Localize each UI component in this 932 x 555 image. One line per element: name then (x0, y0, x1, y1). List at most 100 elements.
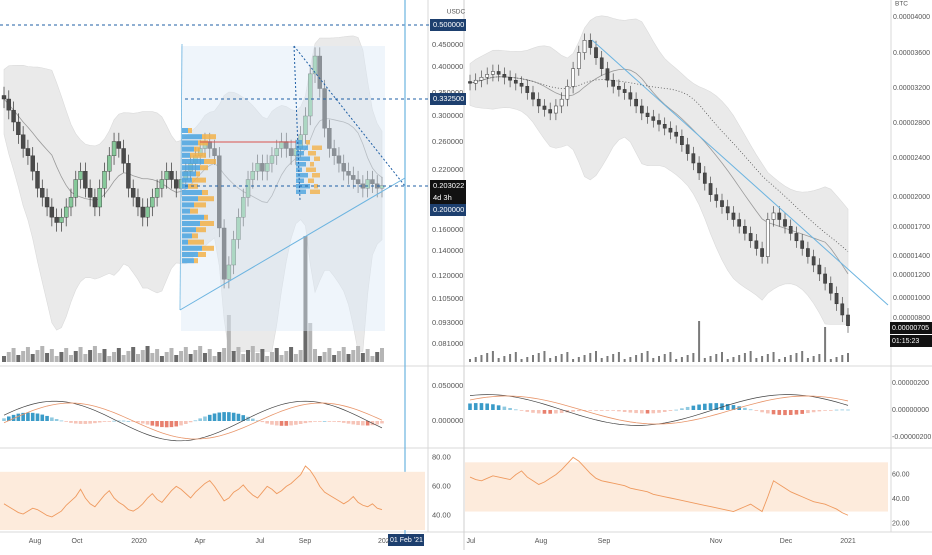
left-hist (203, 416, 207, 421)
right-volume-bar (526, 357, 529, 362)
left-candle-body (20, 134, 26, 149)
left-volume-bar (73, 351, 78, 362)
right-hist (834, 409, 839, 411)
right-hist (766, 410, 770, 414)
left-candle-body (83, 171, 88, 189)
left-volume-bar (327, 348, 332, 362)
right-volume-bar (835, 357, 838, 362)
left-volume-bar (40, 346, 45, 362)
left-volume-bar (2, 356, 6, 362)
left-price-tick: 0.400000 (432, 62, 463, 71)
left-hist (351, 421, 356, 425)
right-candle-body (554, 105, 558, 114)
right-volume-bar (629, 357, 632, 362)
right-volume-bar (749, 351, 752, 362)
right-hist (725, 404, 730, 410)
left-x-tick: Aug (29, 538, 42, 545)
right-candle-body (571, 68, 575, 87)
left-hist (169, 421, 174, 428)
left-hist (327, 421, 332, 422)
right-hist (559, 410, 564, 414)
drawing-overlays[interactable] (0, 0, 889, 540)
left-hist (83, 421, 88, 424)
volume-profile-blue (182, 140, 198, 146)
right-candle-body (611, 79, 616, 87)
right-hist (760, 410, 764, 413)
volume-profile-blue-2 (296, 162, 306, 167)
date-label: 01 Feb '21 (390, 537, 423, 544)
volume-profile-blue (182, 214, 204, 220)
right-volume-bar (692, 353, 695, 362)
right-volume-bar (652, 358, 655, 362)
volume-profile-blue-2 (296, 140, 302, 145)
left-hist (274, 421, 279, 426)
right-hist (588, 410, 593, 411)
left-candle-body (135, 197, 141, 208)
left-hist (184, 421, 188, 424)
volume-profile-blue (182, 227, 196, 233)
left-volume-bar (217, 352, 222, 362)
volume-profile-blue (182, 245, 202, 251)
right-hist (491, 404, 495, 410)
right-candle-body (582, 40, 587, 53)
volume-profile-blue (182, 258, 194, 264)
left-candle-body (351, 175, 356, 180)
left-volume-bar (16, 355, 21, 362)
right-price-tick: 0.00001000 (893, 295, 930, 302)
right-candle-body (657, 120, 661, 125)
left-hist (313, 421, 317, 422)
left-volume-bar (207, 349, 212, 362)
right-price-tick: 0.00002400 (893, 155, 930, 162)
right-volume-bar (600, 358, 603, 362)
left-volume-bar (174, 355, 179, 362)
left-price-tick: 0.081000 (432, 339, 463, 348)
left-volume-bar (212, 356, 217, 362)
right-volume-bar (503, 356, 506, 362)
right-candle-body (811, 256, 816, 266)
volume-profile-blue (182, 159, 204, 164)
right-volume-bar (486, 353, 489, 362)
right-hist (645, 410, 650, 414)
left-unit-label: USDC (447, 9, 466, 16)
left-candle-body (212, 148, 217, 156)
triangle-lower (179, 177, 406, 311)
volume-profile-orange-2 (314, 156, 320, 161)
right-hist (582, 410, 587, 411)
right-hist (685, 406, 690, 410)
right-macd-tick: 0.00000200 (892, 380, 929, 387)
right-trendline (591, 39, 889, 306)
left-price-label-bg (430, 204, 466, 216)
right-volume-bar (847, 353, 849, 362)
right-hist (548, 410, 552, 414)
volume-profile-orange (188, 128, 192, 133)
left-hist (322, 420, 327, 422)
left-hist (198, 418, 202, 421)
triangle-side (293, 45, 301, 201)
left-volume-bar (356, 346, 361, 362)
right-volume-bar (669, 352, 672, 362)
right-candle-body (559, 98, 564, 107)
left-hist (246, 416, 250, 421)
right-volume-bar (474, 357, 477, 362)
right-price-tick: 0.00001400 (893, 253, 930, 260)
left-hist (160, 421, 164, 428)
volume-profile-blue-2 (296, 156, 310, 161)
left-candle-body (250, 171, 256, 180)
right-hist (674, 409, 678, 411)
left-candle-body (174, 179, 179, 189)
volume-profile-blue (182, 171, 196, 177)
right-rsi-tick: 20.00 (892, 521, 910, 528)
volume-profile-blue (182, 221, 200, 226)
right-moving-average (469, 76, 849, 252)
left-hist (265, 421, 269, 424)
left-volume-bar (131, 347, 136, 362)
right-volume-bar (646, 351, 649, 362)
left-rsi-band (0, 471, 425, 530)
left-hist (375, 421, 380, 425)
left-hist (298, 421, 303, 424)
right-volume-bar (738, 355, 741, 362)
candlesticks[interactable] (1, 33, 850, 333)
right-candle-body (513, 79, 518, 84)
left-hist (222, 412, 226, 421)
